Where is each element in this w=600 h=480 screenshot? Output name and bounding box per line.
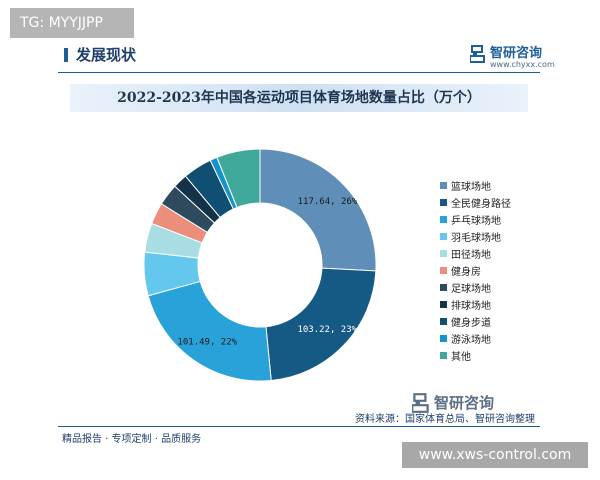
section-title: 发展现状 (76, 46, 137, 64)
legend-item-7: 排球场地 (440, 296, 511, 313)
donut-hole (198, 203, 322, 327)
legend-item-5: 健身房 (440, 262, 511, 279)
legend-label-6: 足球场地 (451, 284, 491, 295)
legend-swatch-10 (440, 352, 447, 359)
legend-swatch-5 (440, 267, 447, 274)
legend-item-2: 乒乓球场地 (440, 211, 511, 228)
footer-logo-icon (412, 393, 429, 413)
source-note: 资料来源：国家体育总局、智研咨询整理 (355, 414, 535, 425)
brand-name: 智研咨询 (490, 46, 543, 61)
top-divider (58, 72, 540, 73)
legend-label-3: 羽毛球场地 (451, 233, 501, 244)
legend-swatch-7 (440, 301, 447, 308)
legend-swatch-2 (440, 216, 447, 223)
legend-item-9: 游泳场地 (440, 330, 511, 347)
slice-label-1: 103.22, 23% (297, 325, 357, 335)
section-marker (64, 48, 68, 62)
overlay-tag: TG: MYYJJPP (10, 8, 134, 38)
legend-label-1: 全民健身路径 (451, 199, 511, 210)
legend-item-1: 全民健身路径 (440, 194, 511, 211)
slice-label-0: 117.64, 26% (298, 197, 358, 207)
legend-item-10: 其他 (440, 347, 511, 364)
legend-swatch-8 (440, 318, 447, 325)
chart-title: 2022-2023年中国各运动项目体育场地数量占比（万个） (70, 84, 528, 112)
legend-swatch-0 (440, 182, 447, 189)
donut-chart: 117.64, 26% 103.22, 23% 101.49, 22% (143, 148, 377, 382)
footer-slogan: 精品报告 · 专项定制 · 品质服务 (62, 434, 202, 445)
legend-label-10: 其他 (451, 352, 471, 363)
legend-label-4: 田径场地 (451, 250, 491, 261)
legend-label-8: 健身步道 (451, 318, 491, 329)
legend-swatch-9 (440, 335, 447, 342)
legend-item-4: 田径场地 (440, 245, 511, 262)
bottom-divider (58, 426, 540, 427)
legend-label-5: 健身房 (451, 267, 481, 278)
legend-item-8: 健身步道 (440, 313, 511, 330)
legend-item-3: 羽毛球场地 (440, 228, 511, 245)
brand-logo-icon (470, 45, 485, 63)
legend-label-2: 乒乓球场地 (451, 216, 501, 227)
chart-legend: 篮球场地全民健身路径 乒乓球场地羽毛球场地田径场地健身房足球场地排球场地健身步道游… (440, 177, 511, 364)
slice-label-2: 101.49, 22% (177, 338, 237, 348)
legend-label-9: 游泳场地 (451, 335, 491, 346)
legend-swatch-1 (440, 199, 447, 206)
brand-url[interactable]: www.chyxx.com (490, 60, 555, 69)
legend-label-7: 排球场地 (451, 301, 491, 312)
site-watermark-tag[interactable]: www.xws-control.com (402, 442, 588, 468)
legend-swatch-6 (440, 284, 447, 291)
legend-item-6: 足球场地 (440, 279, 511, 296)
footer-brand: 智研咨询 (434, 394, 495, 412)
legend-swatch-3 (440, 233, 447, 240)
legend-item-0: 篮球场地 (440, 177, 511, 194)
legend-swatch-4 (440, 250, 447, 257)
legend-label-0: 篮球场地 (451, 182, 491, 193)
